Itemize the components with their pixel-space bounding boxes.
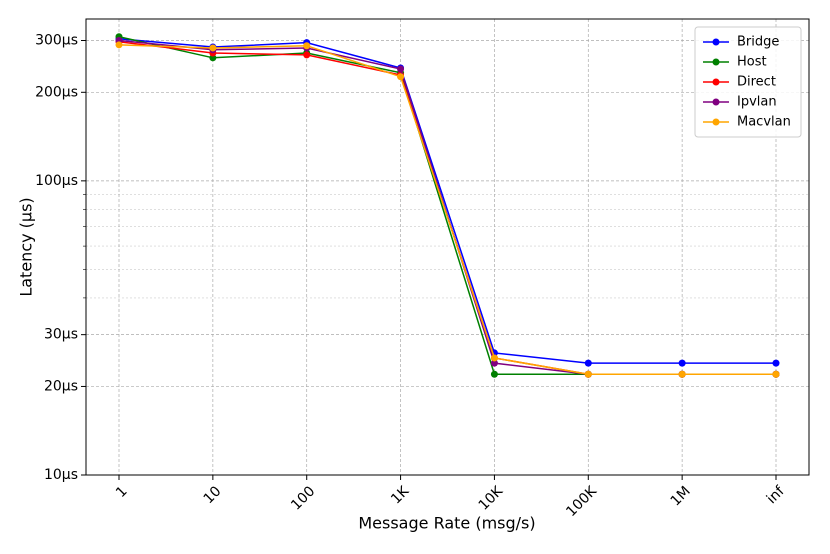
legend-marker	[712, 118, 720, 126]
point	[490, 354, 498, 362]
point	[397, 73, 405, 81]
point	[209, 44, 217, 52]
point	[772, 359, 780, 367]
series-line	[118, 35, 776, 376]
series-line	[118, 44, 776, 376]
x-tick-label: 10	[201, 483, 225, 507]
point	[490, 359, 498, 367]
legend-label: Host	[737, 55, 767, 70]
legend-marker	[712, 78, 720, 86]
point	[303, 51, 311, 59]
plot-frame	[85, 18, 810, 476]
y-tick-label: 200µs	[35, 84, 78, 100]
y-axis-label: Latency (µs)	[17, 197, 36, 296]
series-line	[118, 38, 776, 364]
legend-label: Macvlan	[737, 115, 791, 130]
legend-marker	[712, 38, 720, 46]
x-axis-label: Message Rate (msg/s)	[358, 514, 535, 533]
point	[772, 370, 780, 378]
y-tick-label: 100µs	[35, 173, 78, 189]
point	[490, 370, 498, 378]
point	[303, 42, 311, 50]
y-tick-label: 10µs	[44, 467, 78, 483]
series-line	[118, 41, 776, 376]
point	[678, 359, 686, 367]
legend-marker	[712, 98, 720, 106]
x-tick-label: 1	[113, 483, 131, 501]
series-line	[118, 39, 776, 376]
y-tick-label: 30µs	[44, 327, 78, 343]
point	[678, 370, 686, 378]
legend-marker	[712, 58, 720, 66]
point	[397, 65, 405, 73]
legend-label: Direct	[737, 75, 776, 90]
y-tick-label: 300µs	[35, 33, 78, 49]
point	[584, 370, 592, 378]
point	[115, 41, 123, 49]
x-tick-label: 1K	[388, 483, 413, 508]
x-tick-label: 10K	[476, 483, 507, 514]
x-tick-label: 100	[288, 483, 318, 513]
point	[584, 359, 592, 367]
legend-box	[694, 26, 802, 138]
x-tick-label: 1M	[668, 483, 694, 509]
y-tick-label: 20µs	[44, 378, 78, 394]
legend-label: Ipvlan	[737, 95, 777, 110]
point	[209, 54, 217, 62]
x-tick-label: inf	[764, 483, 789, 508]
legend-label: Bridge	[737, 35, 779, 50]
x-tick-label: 100K	[563, 483, 600, 520]
